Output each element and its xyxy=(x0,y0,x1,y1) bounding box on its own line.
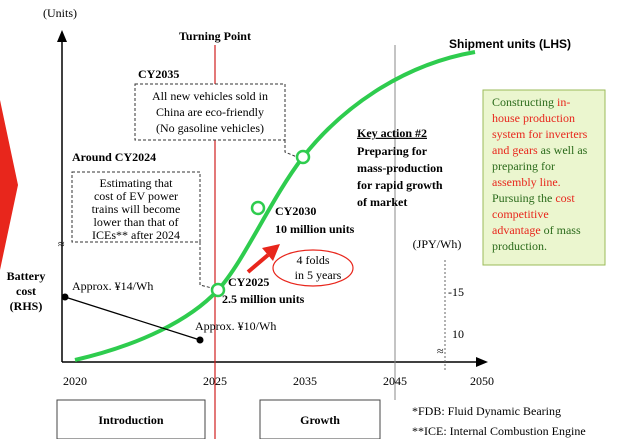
box-text: (No gasoline vehicles) xyxy=(156,121,264,135)
key-title: Key action #2 xyxy=(357,126,427,140)
key-text: of market xyxy=(357,195,407,209)
battery-point xyxy=(196,336,204,344)
battery-note: Approx. ¥14/Wh xyxy=(72,279,153,293)
growth-ellipse xyxy=(272,249,354,287)
footnote: **ICE: Internal Combustion Engine xyxy=(412,424,586,438)
green-box-line: system for inverters xyxy=(492,127,588,141)
rhs-tick: 10 xyxy=(452,327,464,341)
connector xyxy=(284,140,298,158)
green-box-line: competitive xyxy=(492,207,549,221)
milestone-year: CY2025 xyxy=(228,275,269,289)
green-box-line: advantage of mass xyxy=(492,223,581,237)
turning-label: Turning Point xyxy=(179,29,251,43)
green-box xyxy=(482,89,606,266)
green-box-line: preparing for xyxy=(492,159,555,173)
footnote: *FDB: Fluid Dynamic Bearing xyxy=(412,404,561,418)
phase-label: Growth xyxy=(300,413,340,427)
text-segment: as well as xyxy=(538,143,588,157)
arrow-head xyxy=(262,244,280,261)
year-label: 2050 xyxy=(470,374,494,388)
battery-line xyxy=(64,296,201,341)
milestone-units: 2.5 million units xyxy=(222,292,305,306)
axis-break: ≈ xyxy=(437,344,444,358)
axis-break: ≈ xyxy=(58,237,65,251)
text-segment: production. xyxy=(492,239,547,253)
key-text: mass-production xyxy=(357,161,443,175)
cy2035-box xyxy=(134,83,286,141)
chevron xyxy=(0,100,18,270)
year-label: 2035 xyxy=(293,374,317,388)
growth-note: in 5 years xyxy=(295,268,342,282)
key-text: for rapid growth xyxy=(357,178,443,192)
green-box-line: and gears as well as xyxy=(492,143,588,157)
battery-note: Approx. ¥10/Wh xyxy=(195,319,276,333)
rhs-tick: -15 xyxy=(448,285,464,299)
point xyxy=(210,282,226,298)
phase-box xyxy=(56,399,206,439)
milestone-year: CY2030 xyxy=(275,204,316,218)
rhs-unit: (JPY/Wh) xyxy=(413,237,462,251)
milestone-units: 10 million units xyxy=(275,222,355,236)
battery-label: Battery xyxy=(7,269,46,283)
phase-box xyxy=(259,399,381,439)
text-segment: house production xyxy=(492,111,575,125)
connector xyxy=(199,242,213,289)
battery-label: (RHS) xyxy=(10,299,43,313)
text-segment: Pursuing the xyxy=(492,191,555,205)
box-title: CY2035 xyxy=(138,67,179,81)
green-box-line: assembly line. xyxy=(492,175,561,189)
growth-arrow xyxy=(246,253,270,274)
shipment-label: Shipment units (LHS) xyxy=(449,37,571,51)
axis-arrow xyxy=(476,357,488,367)
box-text: trains will become xyxy=(92,202,181,216)
green-box-line: Pursuing the cost xyxy=(492,191,575,205)
text-segment: advantage xyxy=(492,223,541,237)
axis-arrow xyxy=(57,30,67,42)
box-text: lower than that of xyxy=(94,215,179,229)
key-text: Preparing for xyxy=(357,144,428,158)
text-segment: in- xyxy=(557,95,570,109)
phase-label: Introduction xyxy=(98,413,163,427)
year-label: 2045 xyxy=(383,374,407,388)
text-segment: of mass xyxy=(541,223,581,237)
growth-note: 4 folds xyxy=(297,253,330,267)
box-text: All new vehicles sold in xyxy=(152,89,268,103)
box-text: Estimating that xyxy=(100,176,174,190)
text-segment: assembly line. xyxy=(492,175,561,189)
point xyxy=(295,149,311,165)
axis-unit: (Units) xyxy=(43,6,77,20)
green-box-line: production. xyxy=(492,239,547,253)
box-text: cost of EV power xyxy=(94,189,178,203)
text-segment: cost xyxy=(555,191,575,205)
battery-point xyxy=(61,293,69,301)
box-title: Around CY2024 xyxy=(72,150,156,164)
box-text: China are eco-friendly xyxy=(156,105,264,119)
year-label: 2025 xyxy=(203,374,227,388)
year-label: 2020 xyxy=(63,374,87,388)
box-text: ICEs** after 2024 xyxy=(92,228,180,242)
point xyxy=(250,200,266,216)
text-segment: preparing for xyxy=(492,159,555,173)
battery-label: cost xyxy=(16,284,36,298)
text-segment: competitive xyxy=(492,207,549,221)
text-segment: and gears xyxy=(492,143,538,157)
text-segment: system for inverters xyxy=(492,127,588,141)
cy2024-box xyxy=(71,171,201,243)
green-box-line: Constructing in- xyxy=(492,95,570,109)
green-box-line: house production xyxy=(492,111,575,125)
text-segment: Constructing xyxy=(492,95,557,109)
